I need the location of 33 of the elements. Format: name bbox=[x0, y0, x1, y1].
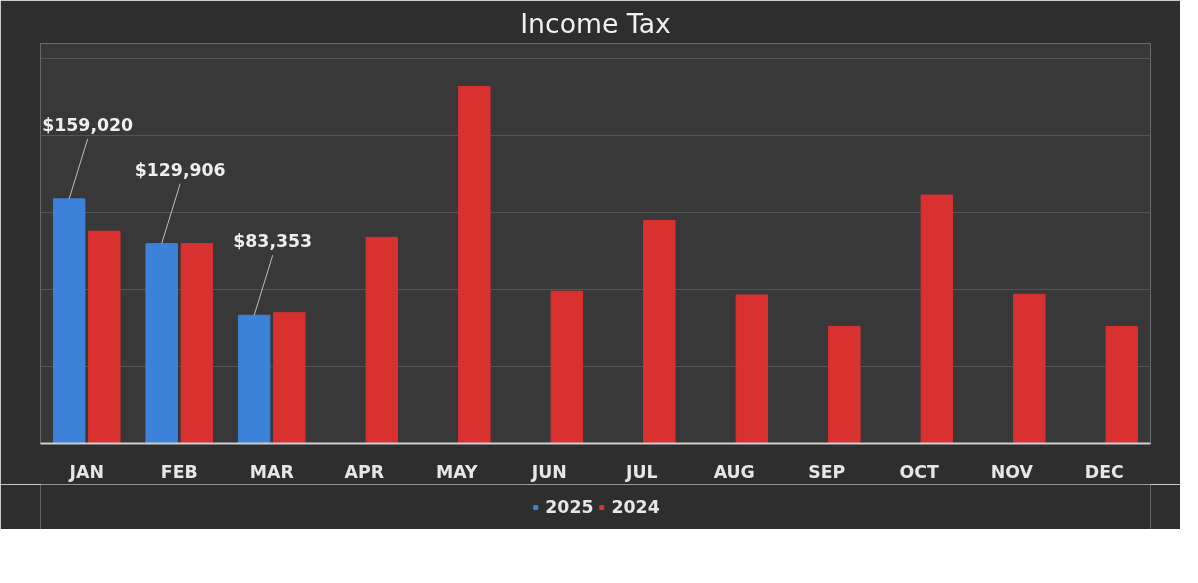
bar bbox=[458, 86, 491, 444]
bar bbox=[88, 230, 121, 444]
chart-title: Income Tax bbox=[520, 7, 671, 39]
bar bbox=[180, 243, 214, 444]
x-tick-label: SEP bbox=[808, 461, 846, 482]
data-label: $159,020 bbox=[42, 114, 134, 135]
x-tick-label: OCT bbox=[899, 461, 940, 482]
bar bbox=[735, 294, 769, 444]
x-tick-label: FEB bbox=[160, 461, 198, 482]
x-tick-label: MAY bbox=[435, 461, 478, 482]
bar bbox=[920, 194, 954, 444]
bar bbox=[273, 312, 306, 444]
bar bbox=[52, 198, 86, 444]
bar bbox=[365, 236, 399, 444]
x-tick-label: APR bbox=[344, 461, 384, 482]
x-tick-label: JUL bbox=[624, 461, 658, 482]
bar bbox=[145, 243, 178, 444]
data-label: $129,906 bbox=[134, 159, 226, 180]
x-tick-label: DEC bbox=[1084, 461, 1124, 482]
legend-label: 2025 bbox=[545, 496, 594, 517]
x-tick-label: JUN bbox=[530, 461, 567, 482]
x-tick-label: AUG bbox=[713, 461, 755, 482]
bar bbox=[550, 290, 584, 444]
x-tick-label: JAN bbox=[68, 461, 104, 482]
bar bbox=[643, 219, 676, 444]
bar bbox=[237, 314, 271, 444]
x-tick-label: MAR bbox=[249, 461, 294, 482]
data-label: $83,353 bbox=[233, 231, 313, 252]
bar bbox=[1105, 326, 1139, 444]
legend-label: 2024 bbox=[611, 496, 660, 517]
bar bbox=[1013, 293, 1046, 444]
bar bbox=[828, 326, 861, 444]
x-tick-label: NOV bbox=[990, 461, 1034, 482]
